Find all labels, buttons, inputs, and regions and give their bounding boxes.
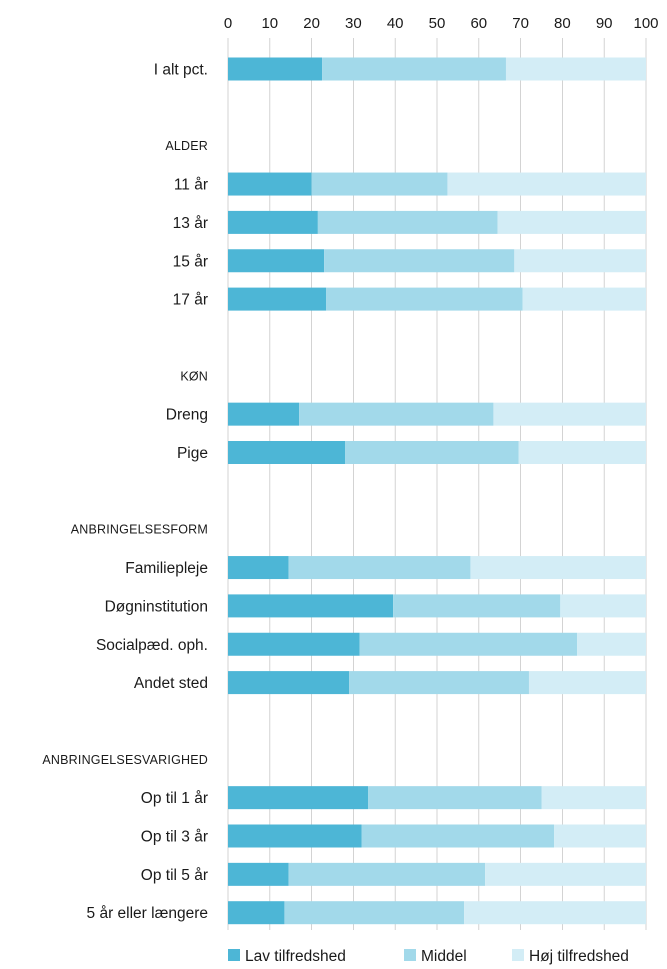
bar-segment-middel	[359, 632, 578, 656]
x-tick-label: 100	[633, 15, 658, 32]
bar-segment-høj-tilfredshed	[447, 172, 646, 196]
x-tick-label: 50	[429, 15, 446, 32]
category-label: Døgninstitution	[105, 598, 208, 615]
group-heading: ANBRINGELSESFORM	[71, 523, 208, 537]
category-label: I alt pct.	[154, 62, 208, 79]
bar-segment-lav-tilfredshed	[228, 249, 325, 273]
bar-segment-middel	[393, 594, 561, 618]
legend-label: Middel	[421, 948, 467, 965]
legend-swatch	[404, 949, 416, 961]
category-label: 13 år	[173, 215, 208, 232]
bar-segment-middel	[317, 210, 498, 234]
bar-segment-høj-tilfredshed	[497, 210, 646, 234]
x-tick-label: 10	[261, 15, 278, 32]
bar-segment-lav-tilfredshed	[228, 671, 350, 695]
category-label: 11 år	[174, 177, 208, 194]
bar-segment-middel	[368, 786, 542, 810]
bar-segment-høj-tilfredshed	[505, 57, 646, 81]
bar-segment-lav-tilfredshed	[228, 632, 360, 656]
bar-segment-middel	[361, 824, 555, 848]
x-tick-label: 0	[224, 15, 232, 32]
bar-segment-høj-tilfredshed	[577, 632, 646, 656]
bar-segment-lav-tilfredshed	[228, 824, 362, 848]
group-heading: ANBRINGELSESVARIGHED	[42, 753, 208, 767]
bar-segment-høj-tilfredshed	[485, 862, 646, 886]
bar-segment-middel	[284, 901, 465, 925]
bar-segment-høj-tilfredshed	[541, 786, 646, 810]
bar-segment-middel	[288, 556, 471, 580]
bar-segment-lav-tilfredshed	[228, 786, 369, 810]
bar-segment-lav-tilfredshed	[228, 556, 289, 580]
category-label: 5 år eller længere	[87, 905, 208, 922]
bar-segment-middel	[326, 287, 523, 311]
category-label: Andet sted	[134, 675, 208, 692]
bar-segment-middel	[349, 671, 529, 695]
x-tick-label: 70	[512, 15, 529, 32]
bar-segment-lav-tilfredshed	[228, 172, 312, 196]
category-label: Dreng	[166, 407, 208, 424]
bar-segment-middel	[288, 862, 486, 886]
category-label: Op til 1 år	[141, 790, 208, 807]
bar-segment-middel	[299, 402, 494, 426]
category-label: 17 år	[173, 292, 208, 309]
bar-segment-lav-tilfredshed	[228, 287, 327, 311]
bar-segment-middel	[324, 249, 515, 273]
bar-segment-middel	[322, 57, 506, 81]
bar-segment-høj-tilfredshed	[514, 249, 646, 273]
bar-segment-høj-tilfredshed	[470, 556, 646, 580]
bar-segment-lav-tilfredshed	[228, 594, 394, 618]
x-tick-label: 60	[470, 15, 487, 32]
bar-segment-høj-tilfredshed	[493, 402, 646, 426]
bar-segment-lav-tilfredshed	[228, 210, 318, 234]
bar-segment-høj-tilfredshed	[560, 594, 646, 618]
legend-swatch	[512, 949, 524, 961]
group-heading: KØN	[180, 369, 208, 383]
bar-segment-middel	[345, 441, 519, 464]
bar-segment-høj-tilfredshed	[554, 824, 646, 848]
bar-segment-høj-tilfredshed	[518, 441, 646, 464]
category-labels: I alt pct. ALDER 11 år 13 år 15 år 17 år KØN Dr…	[42, 62, 208, 923]
x-axis-tick-labels: 0 10 20 30 40 50 60 70 80 90 100	[224, 15, 659, 32]
category-label: Socialpæd. oph.	[96, 637, 208, 654]
bar-segment-lav-tilfredshed	[228, 862, 289, 886]
category-label: Op til 5 år	[141, 867, 208, 884]
bar-segment-lav-tilfredshed	[228, 441, 346, 464]
legend: Lav tilfredshed Middel Høj tilfredshed	[228, 948, 629, 965]
group-heading: ALDER	[165, 139, 208, 153]
bar-segment-lav-tilfredshed	[228, 901, 285, 925]
legend-label: Lav tilfredshed	[245, 948, 346, 965]
bar-segment-lav-tilfredshed	[228, 57, 323, 81]
bar-segment-høj-tilfredshed	[522, 287, 646, 311]
category-label: Op til 3 år	[141, 829, 208, 846]
category-label: 15 år	[173, 253, 208, 270]
bars	[228, 57, 646, 925]
bar-segment-middel	[311, 172, 448, 196]
x-tick-label: 90	[596, 15, 613, 32]
legend-label: Høj tilfredshed	[529, 948, 629, 965]
bar-segment-høj-tilfredshed	[528, 671, 646, 695]
legend-swatch	[228, 949, 240, 961]
bar-segment-høj-tilfredshed	[464, 901, 646, 925]
category-label: Pige	[177, 445, 208, 462]
bar-segment-lav-tilfredshed	[228, 402, 300, 426]
x-tick-label: 80	[554, 15, 571, 32]
category-label: Familiepleje	[125, 560, 208, 577]
x-tick-label: 30	[345, 15, 362, 32]
x-tick-label: 20	[303, 15, 320, 32]
x-tick-label: 40	[387, 15, 404, 32]
